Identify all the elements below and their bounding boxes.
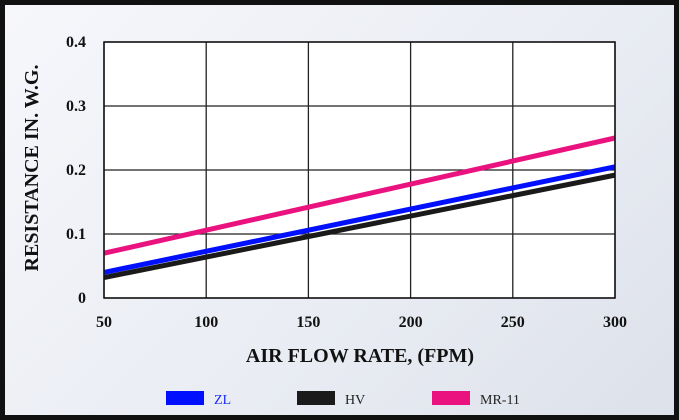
y-tick-label: 0.1	[66, 226, 86, 243]
plot-border	[103, 41, 616, 299]
x-tick-label: 300	[603, 314, 627, 331]
series-line-zl	[103, 164, 616, 275]
legend-label-hv: HV	[345, 393, 365, 408]
series-line-mr-11	[103, 135, 616, 256]
x-tick-labels: 50 100 150 200 250 300	[96, 314, 627, 331]
legend-swatch-zl	[166, 391, 204, 405]
legend-label-zl: ZL	[214, 393, 231, 408]
series-lines	[103, 135, 616, 280]
y-tick-labels: 0 0.1 0.2 0.3 0.4	[66, 34, 86, 307]
x-tick-label: 250	[501, 314, 525, 331]
x-axis-title: AIR FLOW RATE, (FPM)	[246, 345, 474, 367]
y-tick-label: 0	[78, 290, 86, 307]
x-tick-label: 200	[399, 314, 423, 331]
x-tick-label: 100	[194, 314, 218, 331]
y-tick-label: 0.2	[66, 162, 86, 179]
legend-label-mr-11: MR-11	[480, 393, 520, 408]
y-tick-label: 0.4	[66, 34, 86, 51]
x-tick-label: 150	[296, 314, 320, 331]
legend-swatch-hv	[297, 391, 335, 405]
legend-swatch-mr-11	[432, 391, 470, 405]
legend: ZL HV MR-11	[166, 391, 520, 408]
y-tick-label: 0.3	[66, 98, 86, 115]
x-tick-label: 50	[96, 314, 112, 331]
y-axis-title: RESISTANCE IN. W.G.	[21, 65, 43, 272]
series-line-hv	[103, 172, 616, 280]
